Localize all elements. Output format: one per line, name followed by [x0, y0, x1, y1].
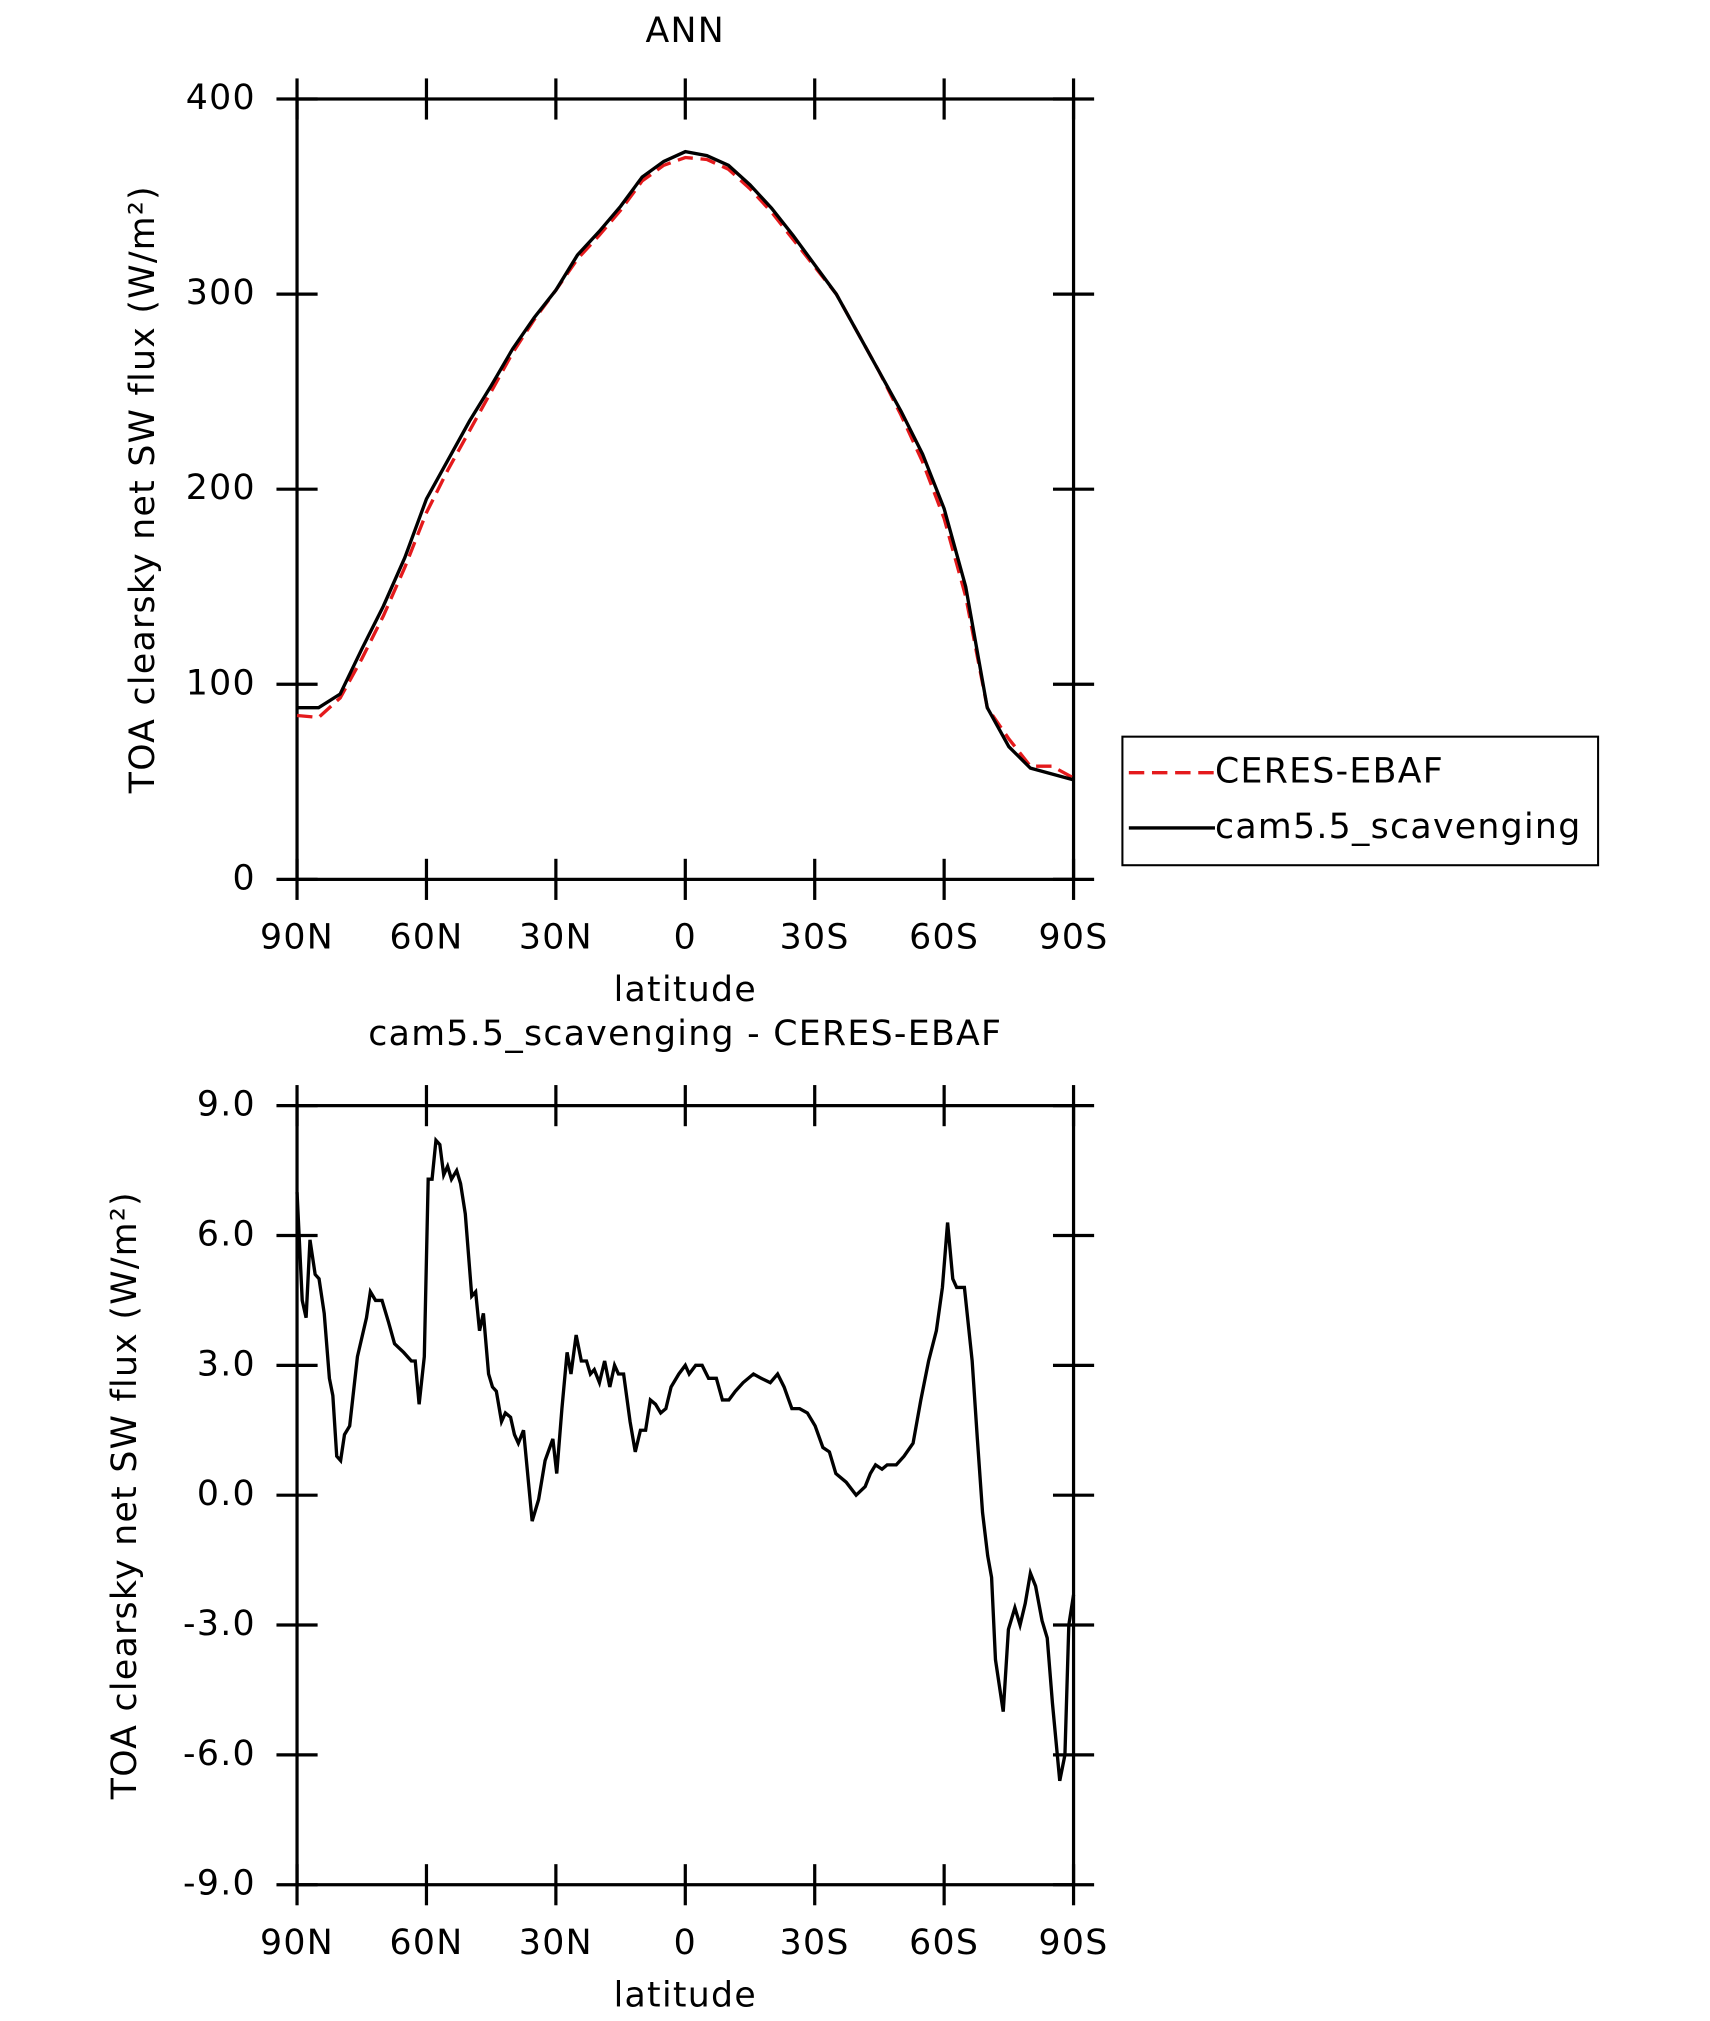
chart-title: cam5.5_scavenging - CERES-EBAF: [368, 1014, 1002, 1054]
y-tick-label: 6.0: [197, 1214, 256, 1254]
y-tick-label: 3.0: [197, 1344, 256, 1384]
x-tick-label: 90S: [1039, 1923, 1109, 1963]
legend-label: CERES-EBAF: [1215, 752, 1444, 792]
x-tick-label: 60S: [909, 1923, 979, 1963]
legend-box: [1121, 735, 1600, 867]
x-tick-label: 30N: [519, 1923, 593, 1963]
y-axis-label: TOA clearsky net SW flux (W/m²): [105, 1191, 145, 1800]
y-tick-label: 0: [233, 858, 256, 898]
y-tick-label: 200: [186, 468, 256, 508]
y-tick-label: 100: [186, 663, 256, 703]
x-tick-label: 0: [674, 1923, 697, 1963]
x-tick-label: 90N: [260, 1923, 334, 1963]
x-axis-label: latitude: [614, 970, 757, 1010]
y-tick-label: 300: [186, 273, 256, 313]
legend-label: cam5.5_scavenging: [1215, 807, 1582, 847]
x-tick-label: 60N: [389, 918, 463, 958]
x-axis-label: latitude: [614, 1976, 757, 2016]
x-tick-label: 60S: [909, 918, 979, 958]
data-line: [295, 1136, 1076, 1782]
plot-frame: [295, 97, 1076, 881]
y-tick-label: 0.0: [197, 1474, 256, 1514]
chart-title: ANN: [646, 11, 726, 51]
y-axis-label: TOA clearsky net SW flux (W/m²): [123, 185, 163, 794]
x-tick-label: 90S: [1039, 918, 1109, 958]
y-tick-label: 400: [186, 78, 256, 118]
x-tick-label: 30N: [519, 918, 593, 958]
x-tick-label: 90N: [260, 918, 334, 958]
data-line: [296, 155, 1075, 780]
x-tick-label: 60N: [389, 1923, 463, 1963]
x-tick-label: 0: [674, 918, 697, 958]
y-tick-label: -6.0: [183, 1734, 256, 1774]
x-tick-label: 30S: [780, 918, 850, 958]
y-tick-label: -9.0: [183, 1864, 256, 1904]
y-tick-label: -3.0: [183, 1604, 256, 1644]
data-line: [297, 149, 1074, 782]
legend: CERES-EBAF cam5.5_scavenging: [1121, 735, 1600, 867]
x-tick-label: 30S: [780, 1923, 850, 1963]
plot-frame: [295, 1104, 1076, 1887]
y-tick-label: 9.0: [197, 1085, 256, 1125]
